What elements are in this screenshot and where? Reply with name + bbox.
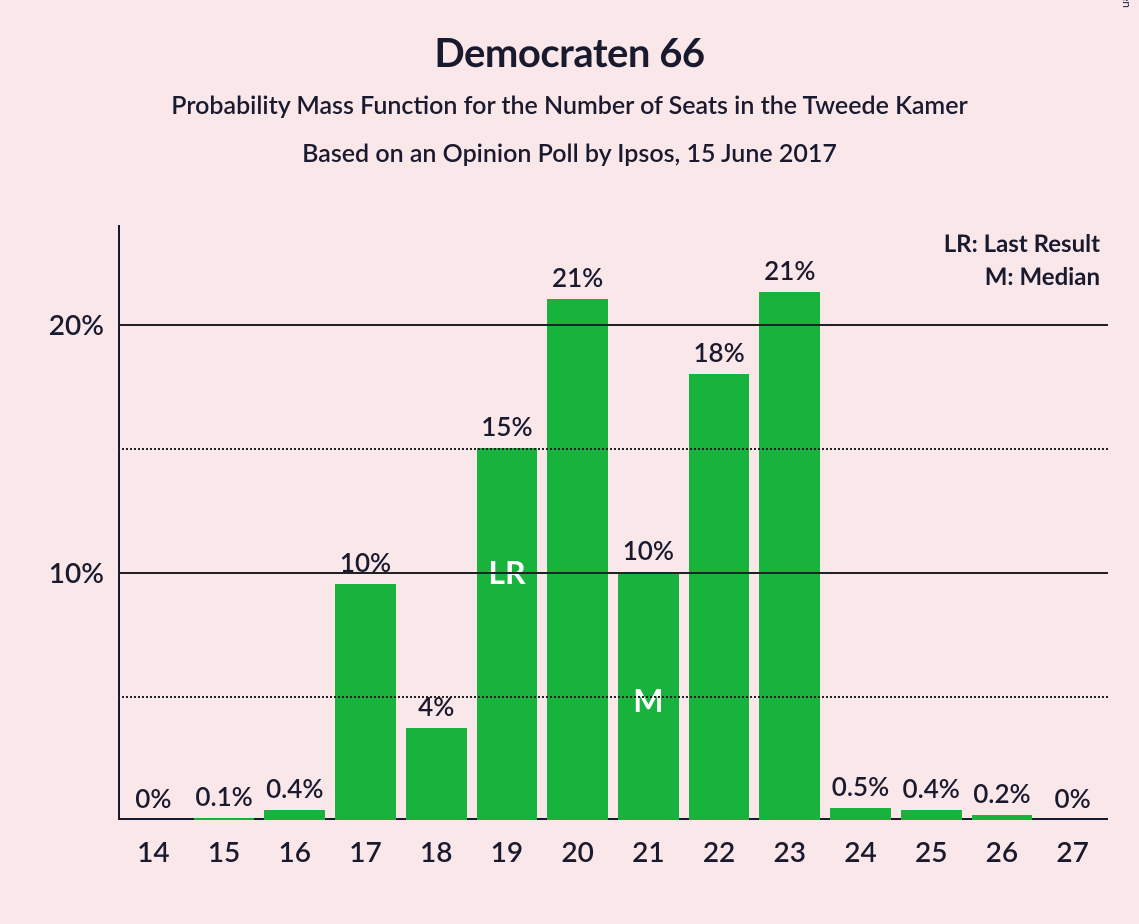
- bar-value-label: 0%: [135, 782, 171, 820]
- chart-subtitle-1: Probability Mass Function for the Number…: [0, 90, 1139, 120]
- x-tick-label: 24: [844, 820, 876, 868]
- bar-value-label: 0.4%: [266, 772, 323, 810]
- chart-subtitle-2: Based on an Opinion Poll by Ipsos, 15 Ju…: [0, 138, 1139, 168]
- legend: LR: Last Result M: Median: [944, 229, 1100, 295]
- bar-23: 21%: [759, 292, 820, 820]
- chart-plot-area: 0%0.1%0.4%10%4%15%LR21%10%M18%21%0.5%0.4…: [118, 225, 1108, 820]
- bar-value-label: 0.5%: [832, 770, 889, 808]
- bar-value-label: 0%: [1055, 782, 1091, 820]
- legend-m: M: Median: [944, 262, 1100, 291]
- x-tick-label: 19: [491, 820, 523, 868]
- x-tick-label: 18: [420, 820, 452, 868]
- x-tick-label: 22: [703, 820, 735, 868]
- bars-container: 0%0.1%0.4%10%4%15%LR21%10%M18%21%0.5%0.4…: [118, 225, 1108, 820]
- x-tick-label: 27: [1056, 820, 1088, 868]
- gridline-major: [118, 324, 1108, 326]
- x-tick-label: 21: [632, 820, 664, 868]
- gridline-minor: [118, 696, 1108, 698]
- bar-22: 18%: [689, 374, 750, 820]
- x-tick-label: 26: [986, 820, 1018, 868]
- bar-value-label: 10%: [340, 546, 391, 584]
- x-tick-label: 14: [137, 820, 169, 868]
- x-tick-label: 23: [774, 820, 806, 868]
- gridline-minor: [118, 448, 1108, 450]
- y-tick-label: 10%: [49, 555, 118, 589]
- copyright-text: © 2020 Filip van Laenen: [1120, 0, 1135, 8]
- x-tick-label: 15: [208, 820, 240, 868]
- bar-17: 10%: [335, 584, 396, 820]
- chart-title: Democraten 66: [0, 0, 1139, 76]
- legend-lr: LR: Last Result: [944, 229, 1100, 258]
- x-tick-label: 25: [915, 820, 947, 868]
- bar-value-label: 10%: [623, 534, 674, 572]
- y-tick-label: 20%: [49, 307, 118, 341]
- bar-value-label: 15%: [481, 410, 532, 448]
- bar-value-label: 21%: [552, 261, 603, 299]
- x-tick-label: 17: [349, 820, 381, 868]
- bar-value-label: 21%: [764, 254, 815, 292]
- gridline-major: [118, 572, 1108, 574]
- bar-16: 0.4%: [264, 810, 325, 820]
- bar-value-label: 0.2%: [973, 777, 1030, 815]
- bar-25: 0.4%: [901, 810, 962, 820]
- bar-value-label: 0.1%: [195, 780, 252, 818]
- bar-24: 0.5%: [830, 808, 891, 820]
- x-tick-label: 20: [561, 820, 593, 868]
- bar-value-label: 0.4%: [903, 772, 960, 810]
- x-tick-label: 16: [279, 820, 311, 868]
- bar-19: 15%LR: [477, 448, 538, 820]
- bar-inner-label-m: M: [633, 680, 663, 719]
- bar-18: 4%: [406, 728, 467, 820]
- bar-value-label: 18%: [693, 336, 744, 374]
- bar-20: 21%: [547, 299, 608, 820]
